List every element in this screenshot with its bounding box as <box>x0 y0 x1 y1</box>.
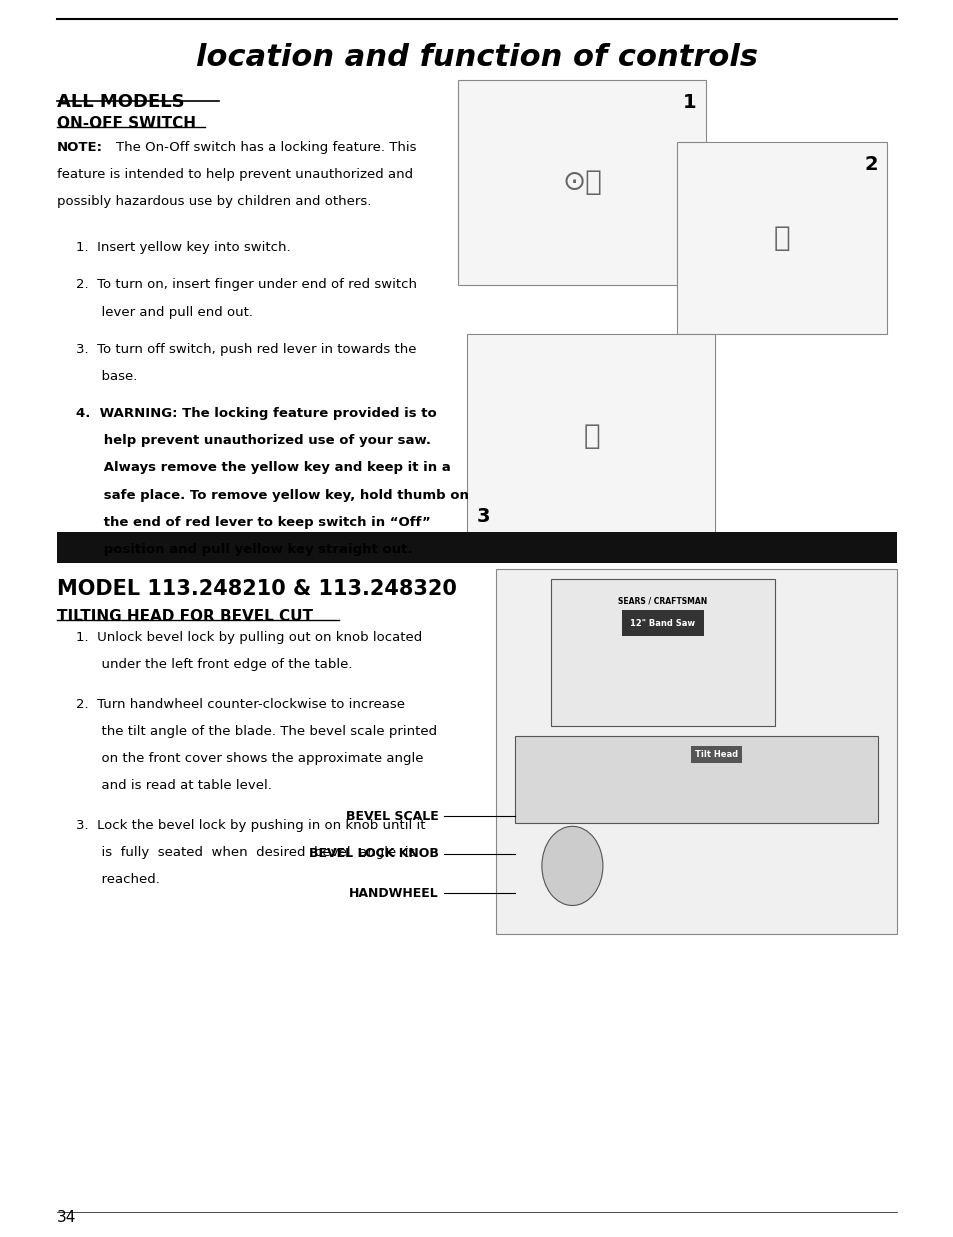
Bar <box>515 736 877 823</box>
FancyBboxPatch shape <box>457 80 705 285</box>
Text: MODEL 113.248210 & 113.248320: MODEL 113.248210 & 113.248320 <box>57 579 456 599</box>
Text: 2: 2 <box>863 155 877 173</box>
Text: lever and pull end out.: lever and pull end out. <box>76 306 253 319</box>
Text: 3.  Lock the bevel lock by pushing in on knob until it: 3. Lock the bevel lock by pushing in on … <box>76 819 425 833</box>
Text: 3: 3 <box>476 507 490 526</box>
Text: ✋: ✋ <box>773 224 790 252</box>
Text: 4.  WARNING: The locking feature provided is to: 4. WARNING: The locking feature provided… <box>76 407 436 421</box>
Text: feature is intended to help prevent unauthorized and: feature is intended to help prevent unau… <box>57 168 413 182</box>
Text: ✋: ✋ <box>582 422 599 450</box>
Text: and is read at table level.: and is read at table level. <box>76 779 272 793</box>
Text: 2.  To turn on, insert finger under end of red switch: 2. To turn on, insert finger under end o… <box>76 278 416 292</box>
Text: is  fully  seated  when  desired  bevel  angle  is: is fully seated when desired bevel angle… <box>76 846 416 860</box>
Text: under the left front edge of the table.: under the left front edge of the table. <box>76 658 353 672</box>
Text: 3.  To turn off switch, push red lever in towards the: 3. To turn off switch, push red lever in… <box>76 343 416 356</box>
Text: help prevent unauthorized use of your saw.: help prevent unauthorized use of your sa… <box>76 434 431 448</box>
Text: 12" Band Saw: 12" Band Saw <box>630 618 695 627</box>
Text: NOTE:: NOTE: <box>57 141 103 155</box>
Text: The On-Off switch has a locking feature. This: The On-Off switch has a locking feature.… <box>116 141 416 155</box>
Circle shape <box>541 826 602 905</box>
Text: base.: base. <box>76 370 137 383</box>
Text: HANDWHEEL: HANDWHEEL <box>349 887 438 899</box>
Text: BEVEL LOCK KNOB: BEVEL LOCK KNOB <box>309 847 438 860</box>
Text: on the front cover shows the approximate angle: on the front cover shows the approximate… <box>76 752 423 766</box>
Text: ALL MODELS: ALL MODELS <box>57 93 185 111</box>
FancyBboxPatch shape <box>677 142 886 334</box>
FancyBboxPatch shape <box>551 579 774 726</box>
Text: Tilt Head: Tilt Head <box>694 750 738 760</box>
Text: the tilt angle of the blade. The bevel scale printed: the tilt angle of the blade. The bevel s… <box>76 725 437 738</box>
Text: SEARS / CRAFTSMAN: SEARS / CRAFTSMAN <box>618 596 707 605</box>
Text: BEVEL SCALE: BEVEL SCALE <box>346 810 438 823</box>
Bar <box>57 532 896 563</box>
Text: TILTING HEAD FOR BEVEL CUT: TILTING HEAD FOR BEVEL CUT <box>57 609 313 623</box>
Text: ON-OFF SWITCH: ON-OFF SWITCH <box>57 116 196 131</box>
Text: location and function of controls: location and function of controls <box>195 43 758 72</box>
Text: 34: 34 <box>57 1210 76 1225</box>
Text: reached.: reached. <box>76 873 160 887</box>
Text: 1.  Insert yellow key into switch.: 1. Insert yellow key into switch. <box>76 241 291 255</box>
Text: safe place. To remove yellow key, hold thumb on: safe place. To remove yellow key, hold t… <box>76 489 469 502</box>
FancyBboxPatch shape <box>467 334 715 538</box>
Text: ⊙✋: ⊙✋ <box>561 168 601 197</box>
Text: the end of red lever to keep switch in “Off”: the end of red lever to keep switch in “… <box>76 516 431 529</box>
FancyBboxPatch shape <box>496 569 896 934</box>
Text: possibly hazardous use by children and others.: possibly hazardous use by children and o… <box>57 195 372 209</box>
Text: 2.  Turn handwheel counter-clockwise to increase: 2. Turn handwheel counter-clockwise to i… <box>76 698 405 711</box>
Text: 1: 1 <box>682 93 696 111</box>
Text: Always remove the yellow key and keep it in a: Always remove the yellow key and keep it… <box>76 461 451 475</box>
Text: 1.  Unlock bevel lock by pulling out on knob located: 1. Unlock bevel lock by pulling out on k… <box>76 631 422 644</box>
Text: position and pull yellow key straight out.: position and pull yellow key straight ou… <box>76 543 413 557</box>
